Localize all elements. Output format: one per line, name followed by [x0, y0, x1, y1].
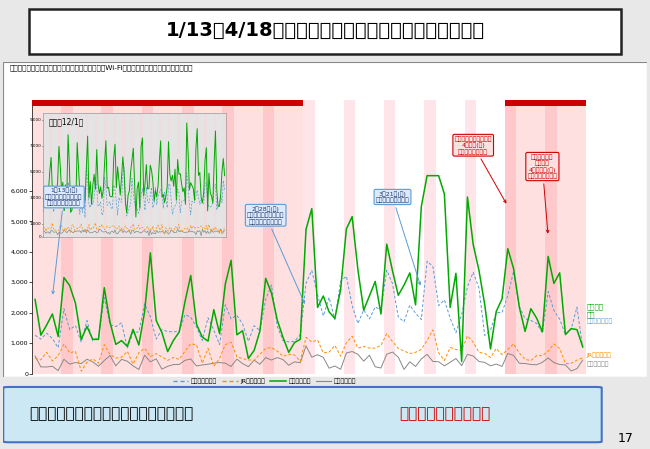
FancyBboxPatch shape	[3, 62, 647, 377]
Text: 土・日・祝含め、減少: 土・日・祝含め、減少	[400, 406, 491, 421]
Text: 奈良公園周辺では、「まん延防止」後、: 奈良公園周辺では、「まん延防止」後、	[29, 406, 193, 421]
Text: 昨年１２月から導入し、試験運用を行っている「Wi-Fiパケットセンサー」による計測値。: 昨年１２月から導入し、試験運用を行っている「Wi-Fiパケットセンサー」による計…	[10, 65, 193, 71]
FancyBboxPatch shape	[3, 387, 602, 442]
Text: 1/13！4/18　市内観光地等での人の流れ（暂定値）: 1/13！4/18 市内観光地等での人の流れ（暂定値）	[166, 21, 484, 40]
FancyBboxPatch shape	[29, 9, 621, 54]
Text: 17: 17	[618, 431, 634, 445]
